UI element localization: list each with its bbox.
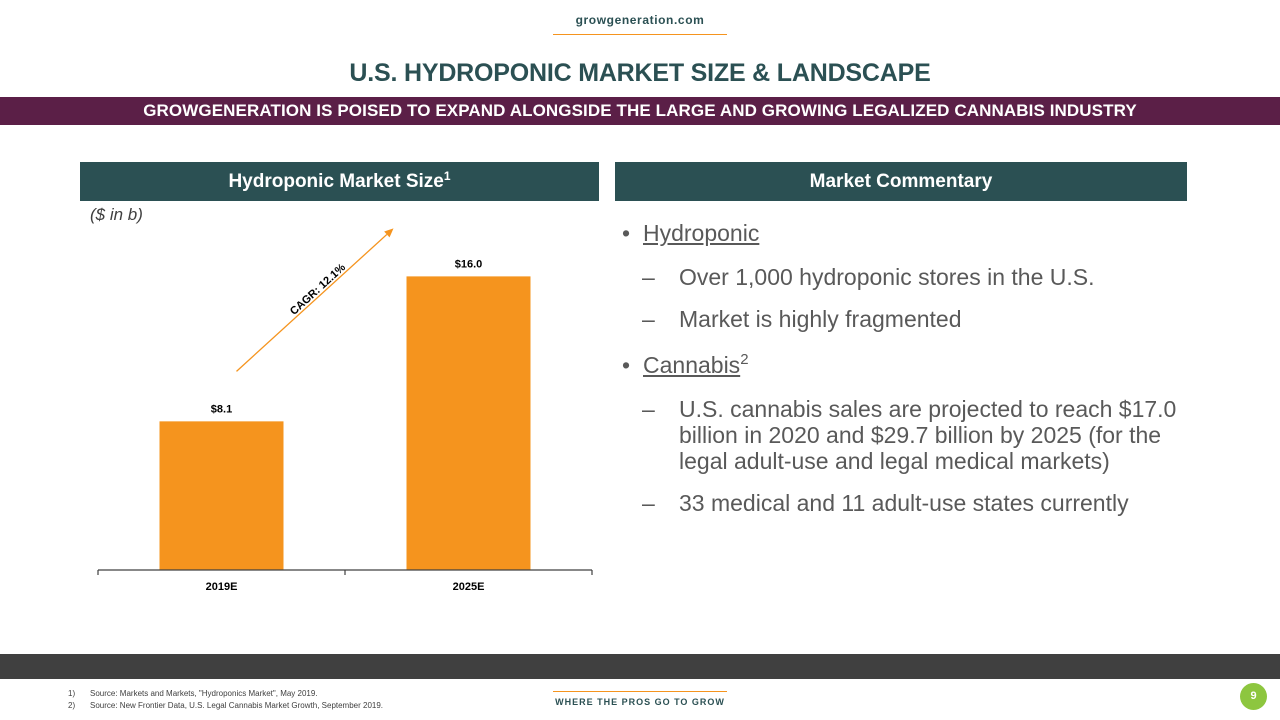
bar-value-label: $8.1 — [211, 403, 232, 415]
sub-item: –33 medical and 11 adult-use states curr… — [622, 490, 1182, 516]
sub-item-text: Over 1,000 hydroponic stores in the U.S. — [679, 264, 1095, 290]
dash-marker: – — [642, 490, 655, 516]
cannabis-footnote-ref: 2 — [740, 351, 749, 368]
commentary-list: • Hydroponic – Over 1,000 hydroponic store… — [622, 218, 1182, 516]
bullet-hydroponic: • Hydroponic — [622, 218, 1182, 248]
footnote-number: 1) — [68, 689, 76, 698]
dash-marker: – — [642, 306, 655, 332]
bar-2025e — [406, 276, 531, 570]
subtitle-banner: GROWGENERATION IS POISED TO EXPAND ALONG… — [0, 97, 1280, 125]
cagr-arrow-head — [384, 228, 394, 238]
dash-marker: – — [642, 396, 655, 422]
cagr-annotation: CAGR: 12.1% — [288, 261, 348, 317]
sub-item: – Over 1,000 hydroponic stores in the U.S… — [622, 264, 1182, 290]
bullet-label: Hydroponic — [643, 220, 760, 246]
x-tick-label: 2025E — [453, 581, 485, 593]
tagline-divider — [553, 691, 727, 692]
market-size-heading-text: Hydroponic Market Size — [228, 171, 444, 192]
footnote-number: 2) — [68, 701, 76, 710]
footer-band — [0, 654, 1280, 679]
page-title: U.S. HYDROPONIC MARKET SIZE & LANDSCAPE — [349, 59, 931, 87]
bullet-dot: • — [622, 220, 631, 246]
sub-item: – Market is highly fragmented — [622, 306, 1182, 332]
bullet-cannabis: • Cannabis2 — [622, 350, 1182, 380]
sub-item-text: U.S. cannabis sales are projected to rea… — [679, 396, 1177, 474]
market-size-heading: Hydroponic Market Size1 — [80, 162, 599, 201]
sub-item: – U.S. cannabis sales are projected to re… — [622, 396, 1182, 474]
market-size-chart: $8.1 2019E $16.0 2025E CAGR: 12.1% — [97, 228, 593, 593]
tagline: WHERE THE PROS GO TO GROW — [555, 697, 725, 707]
bullet-dot: • — [622, 352, 631, 378]
bar-value-label: $16.0 — [455, 258, 483, 270]
market-commentary-heading: Market Commentary — [615, 162, 1187, 201]
x-tick-label: 2019E — [206, 581, 238, 593]
footnote: 2) Source: New Frontier Data, U.S. Legal … — [68, 700, 383, 712]
market-size-footnote-ref: 1 — [443, 169, 451, 183]
footnote-text: Source: Markets and Markets, "Hydroponic… — [90, 689, 318, 698]
footnote-text: Source: New Frontier Data, U.S. Legal Ca… — [90, 701, 384, 710]
sub-item-text: Market is highly fragmented — [679, 306, 962, 332]
cagr-arrow-line — [236, 233, 388, 372]
site-url: growgeneration.com — [575, 13, 705, 27]
footnotes: 1) Source: Markets and Markets, "Hydropon… — [68, 688, 383, 712]
page-number-badge: 9 — [1240, 683, 1267, 710]
unit-note: ($ in b) — [90, 205, 143, 224]
footnote: 1) Source: Markets and Markets, "Hydropon… — [68, 688, 383, 700]
site-divider — [553, 34, 727, 35]
bar-2019e — [159, 421, 284, 570]
sub-item-text: 33 medical and 11 adult-use states curre… — [679, 490, 1129, 516]
dash-marker: – — [642, 264, 655, 290]
bullet-label: Cannabis — [643, 352, 741, 378]
